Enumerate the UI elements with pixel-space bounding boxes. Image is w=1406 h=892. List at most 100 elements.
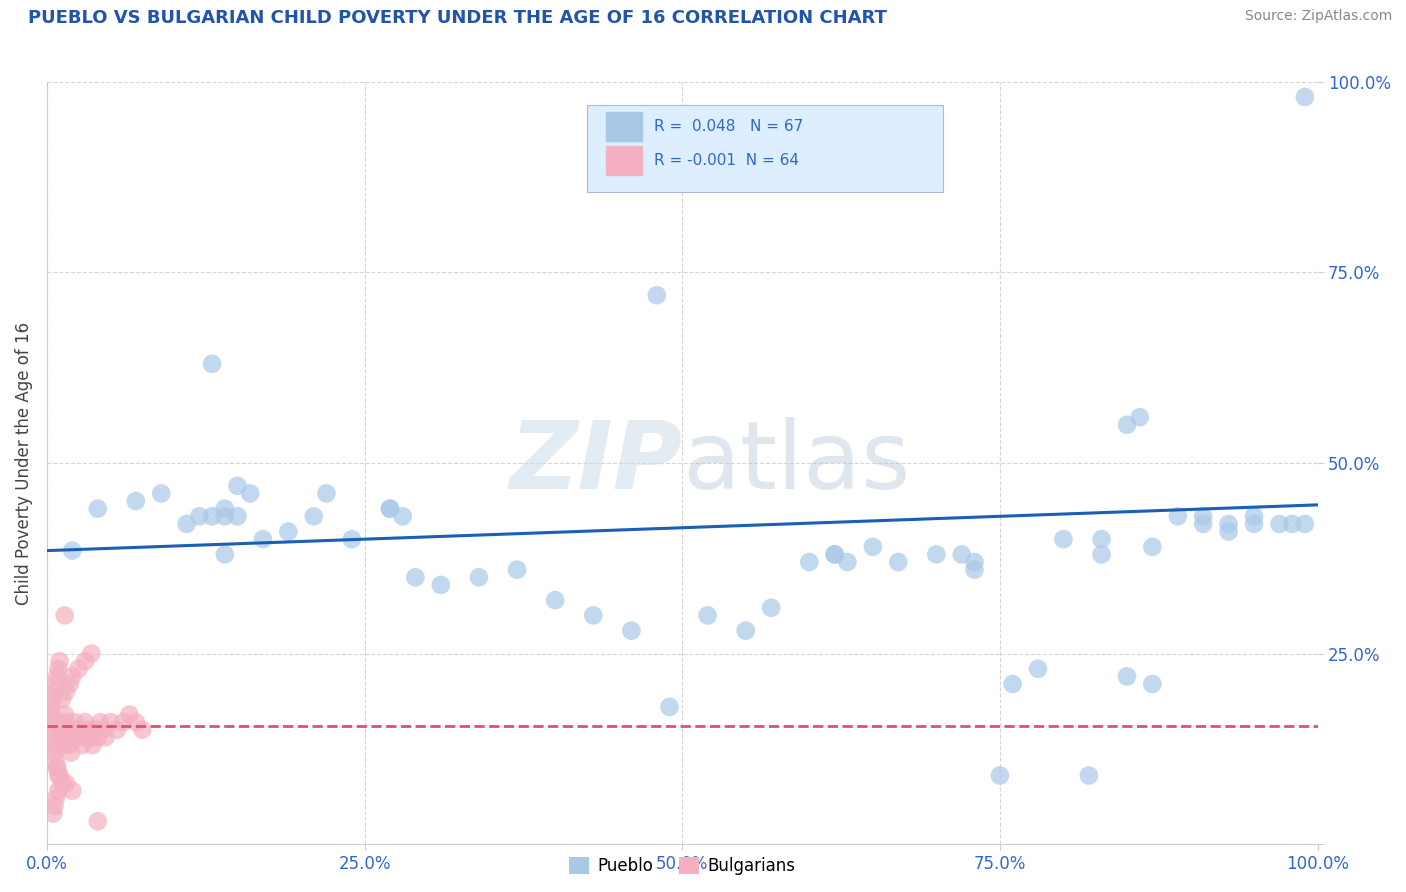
Point: [48, 654, 70, 668]
Text: PUEBLO VS BULGARIAN CHILD POVERTY UNDER THE AGE OF 16 CORRELATION CHART: PUEBLO VS BULGARIAN CHILD POVERTY UNDER …: [28, 9, 887, 27]
Point: [63, 715, 86, 730]
Point: [60, 746, 83, 760]
Point: [45, 677, 67, 691]
Point: [391, 509, 413, 524]
Text: R = -0.001  N = 64: R = -0.001 N = 64: [654, 153, 799, 168]
Point: [56, 723, 79, 737]
Point: [824, 548, 846, 562]
Legend: Pueblo, Bulgarians: Pueblo, Bulgarians: [562, 850, 801, 881]
Point: [302, 509, 325, 524]
Point: [46, 662, 69, 676]
Point: [125, 494, 148, 508]
Point: [44, 746, 66, 760]
Point: [52, 738, 75, 752]
Point: [468, 570, 491, 584]
Point: [188, 509, 211, 524]
Point: [277, 524, 299, 539]
Point: [89, 715, 111, 730]
Point: [315, 486, 337, 500]
Point: [100, 715, 122, 730]
Point: [46, 761, 69, 775]
Point: [45, 791, 67, 805]
Point: [55, 776, 77, 790]
Point: [51, 776, 73, 790]
Point: [51, 731, 73, 745]
Point: [59, 738, 82, 752]
Point: [73, 715, 96, 730]
Point: [696, 608, 718, 623]
Point: [620, 624, 643, 638]
Point: [150, 486, 173, 500]
Text: R =  0.048   N = 67: R = 0.048 N = 67: [654, 120, 804, 134]
Point: [42, 692, 65, 706]
Point: [49, 723, 72, 737]
Point: [404, 570, 426, 584]
Point: [60, 731, 83, 745]
Point: [226, 509, 249, 524]
Point: [1218, 524, 1240, 539]
Point: [48, 715, 70, 730]
Point: [39, 699, 62, 714]
Point: [1192, 516, 1215, 531]
Point: [506, 563, 529, 577]
Point: [1281, 516, 1303, 531]
Point: [925, 548, 948, 562]
Point: [837, 555, 859, 569]
Point: [1218, 516, 1240, 531]
Point: [1142, 540, 1164, 554]
Point: [112, 715, 135, 730]
Point: [239, 486, 262, 500]
Point: [1294, 90, 1316, 104]
Point: [86, 814, 108, 829]
Point: [988, 768, 1011, 782]
Point: [60, 669, 83, 683]
Point: [378, 501, 401, 516]
Point: [214, 501, 236, 516]
Point: [72, 738, 94, 752]
Point: [645, 288, 668, 302]
Point: [1116, 669, 1139, 683]
Point: [91, 723, 114, 737]
Point: [38, 715, 60, 730]
Point: [252, 532, 274, 546]
Text: atlas: atlas: [682, 417, 911, 509]
Point: [214, 509, 236, 524]
Point: [1001, 677, 1024, 691]
Point: [1142, 677, 1164, 691]
Point: [55, 715, 77, 730]
Point: [60, 783, 83, 797]
Point: [80, 647, 103, 661]
Point: [118, 707, 141, 722]
Point: [1243, 509, 1265, 524]
Point: [69, 731, 91, 745]
Point: [44, 799, 66, 814]
Point: [1129, 410, 1152, 425]
FancyBboxPatch shape: [586, 104, 943, 193]
Point: [105, 723, 128, 737]
Point: [51, 692, 73, 706]
Point: [582, 608, 605, 623]
Point: [131, 723, 153, 737]
Point: [799, 555, 821, 569]
Point: [53, 707, 76, 722]
Point: [79, 731, 101, 745]
Point: [214, 548, 236, 562]
FancyBboxPatch shape: [606, 112, 641, 141]
FancyBboxPatch shape: [606, 145, 641, 175]
Point: [1167, 509, 1189, 524]
Point: [44, 684, 66, 698]
Point: [963, 563, 986, 577]
Point: [94, 731, 117, 745]
Point: [84, 723, 107, 737]
Point: [46, 783, 69, 797]
Point: [1026, 662, 1049, 676]
Text: ZIP: ZIP: [509, 417, 682, 509]
Point: [125, 715, 148, 730]
Point: [1077, 768, 1099, 782]
Point: [1192, 509, 1215, 524]
Point: [39, 723, 62, 737]
Point: [53, 608, 76, 623]
Point: [201, 509, 224, 524]
Point: [67, 662, 90, 676]
Point: [862, 540, 884, 554]
